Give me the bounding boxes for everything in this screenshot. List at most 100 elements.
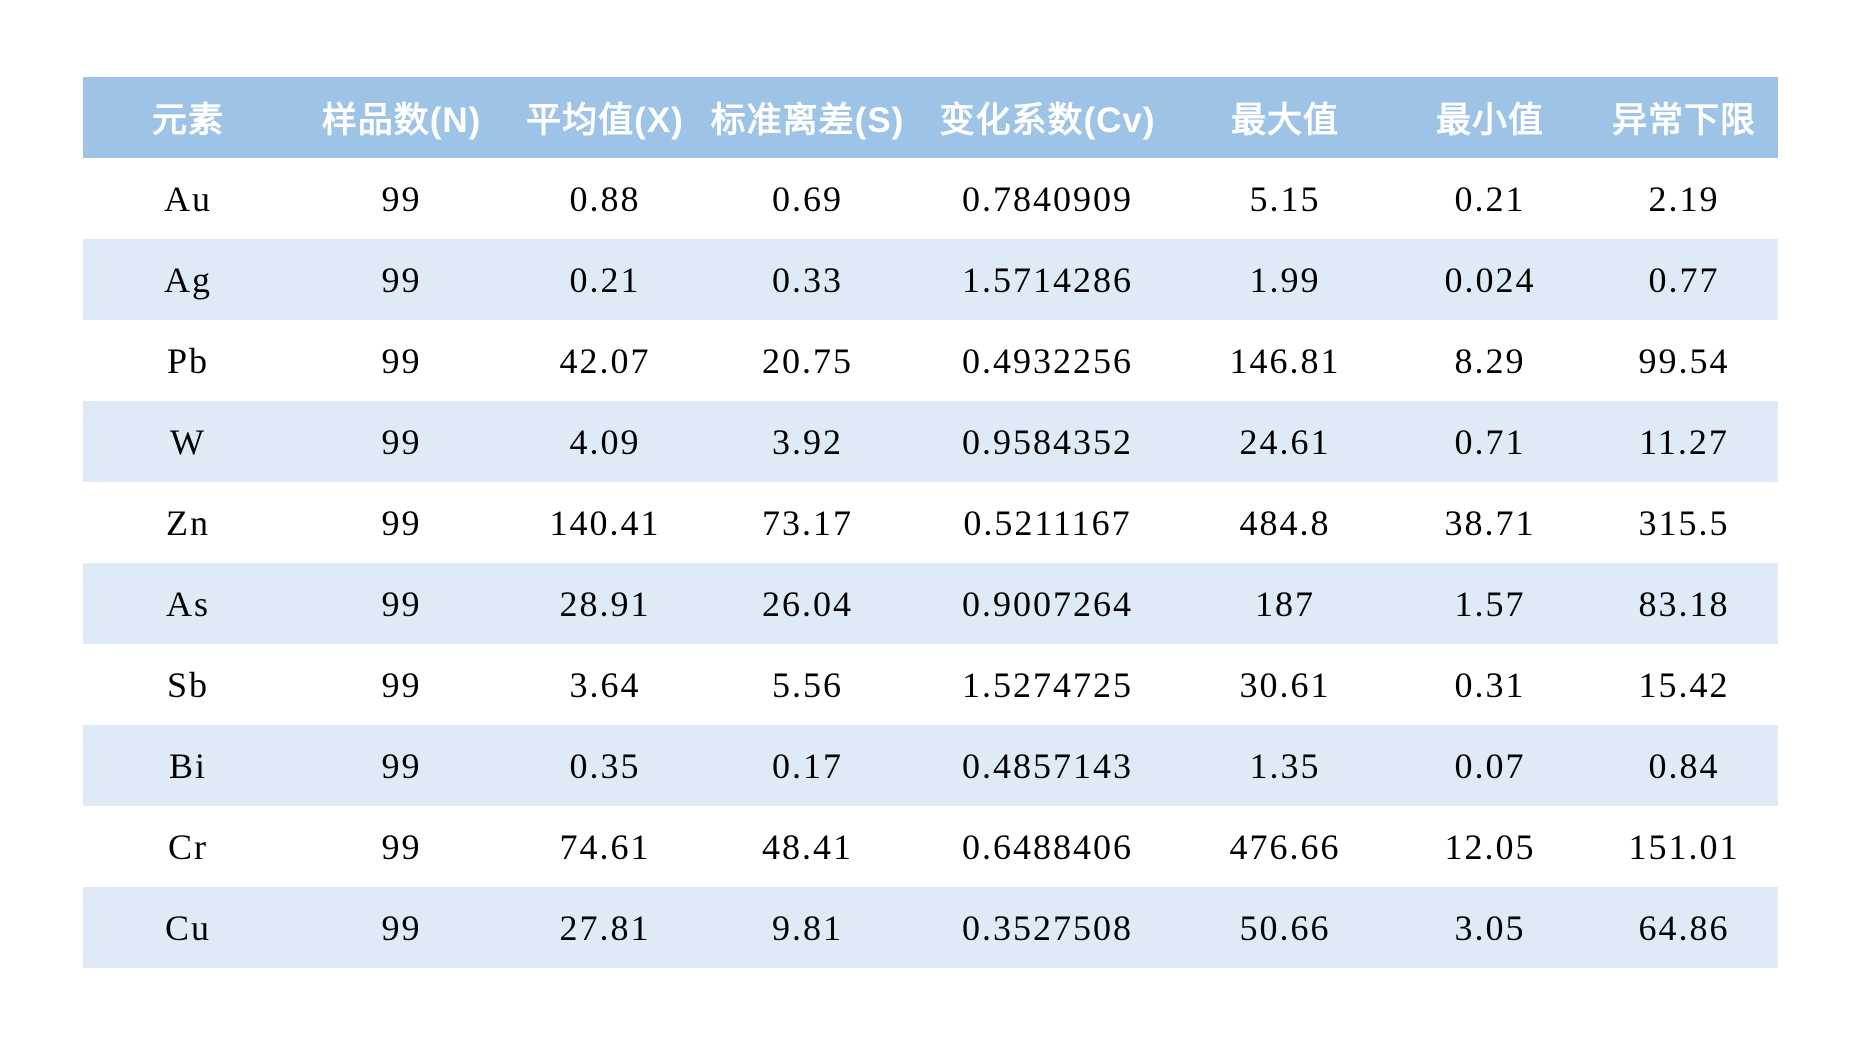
value-cell: 99.54	[1590, 320, 1778, 401]
table-row: W 99 4.09 3.92 0.9584352 24.61 0.71 11.27	[83, 401, 1778, 482]
value-cell: 0.69	[700, 158, 915, 239]
value-cell: 27.81	[510, 887, 700, 968]
table-row: As 99 28.91 26.04 0.9007264 187 1.57 83.18	[83, 563, 1778, 644]
value-cell: 99	[293, 239, 510, 320]
value-cell: 315.5	[1590, 482, 1778, 563]
value-cell: 12.05	[1390, 806, 1590, 887]
table-header: 元素 样品数(N) 平均值(X) 标准离差(S) 变化系数(Cv) 最大值 最小值 异常下限	[83, 77, 1778, 158]
table-row: Ag 99 0.21 0.33 1.5714286 1.99 0.024 0.77	[83, 239, 1778, 320]
value-cell: 24.61	[1180, 401, 1390, 482]
value-cell: 3.64	[510, 644, 700, 725]
value-cell: 20.75	[700, 320, 915, 401]
value-cell: 1.35	[1180, 725, 1390, 806]
value-cell: 4.09	[510, 401, 700, 482]
header-row: 元素 样品数(N) 平均值(X) 标准离差(S) 变化系数(Cv) 最大值 最小值 异常下限	[83, 77, 1778, 158]
value-cell: 99	[293, 806, 510, 887]
value-cell: 1.99	[1180, 239, 1390, 320]
column-header: 平均值(X)	[510, 77, 700, 158]
column-header: 元素	[83, 77, 293, 158]
value-cell: 1.5274725	[915, 644, 1180, 725]
value-cell: 146.81	[1180, 320, 1390, 401]
table-body: Au 99 0.88 0.69 0.7840909 5.15 0.21 2.19 Ag 99 0.2…	[83, 158, 1778, 968]
value-cell: 0.77	[1590, 239, 1778, 320]
value-cell: 99	[293, 482, 510, 563]
value-cell: 484.8	[1180, 482, 1390, 563]
table-row: Pb 99 42.07 20.75 0.4932256 146.81 8.29 99.54	[83, 320, 1778, 401]
element-cell: As	[83, 563, 293, 644]
table-row: Cu 99 27.81 9.81 0.3527508 50.66 3.05 64.86	[83, 887, 1778, 968]
value-cell: 0.5211167	[915, 482, 1180, 563]
value-cell: 1.5714286	[915, 239, 1180, 320]
value-cell: 0.21	[1390, 158, 1590, 239]
element-cell: Cu	[83, 887, 293, 968]
column-header: 变化系数(Cv)	[915, 77, 1180, 158]
value-cell: 2.19	[1590, 158, 1778, 239]
value-cell: 0.6488406	[915, 806, 1180, 887]
value-cell: 5.15	[1180, 158, 1390, 239]
value-cell: 50.66	[1180, 887, 1390, 968]
column-header: 标准离差(S)	[700, 77, 915, 158]
value-cell: 5.56	[700, 644, 915, 725]
table-row: Au 99 0.88 0.69 0.7840909 5.15 0.21 2.19	[83, 158, 1778, 239]
value-cell: 38.71	[1390, 482, 1590, 563]
table-row: Zn 99 140.41 73.17 0.5211167 484.8 38.71 315.5	[83, 482, 1778, 563]
value-cell: 99	[293, 563, 510, 644]
value-cell: 0.88	[510, 158, 700, 239]
value-cell: 99	[293, 320, 510, 401]
element-cell: Pb	[83, 320, 293, 401]
value-cell: 74.61	[510, 806, 700, 887]
value-cell: 26.04	[700, 563, 915, 644]
value-cell: 73.17	[700, 482, 915, 563]
value-cell: 11.27	[1590, 401, 1778, 482]
table-row: Sb 99 3.64 5.56 1.5274725 30.61 0.31 15.42	[83, 644, 1778, 725]
value-cell: 99	[293, 401, 510, 482]
value-cell: 48.41	[700, 806, 915, 887]
value-cell: 0.84	[1590, 725, 1778, 806]
value-cell: 0.4932256	[915, 320, 1180, 401]
value-cell: 151.01	[1590, 806, 1778, 887]
element-cell: Sb	[83, 644, 293, 725]
value-cell: 476.66	[1180, 806, 1390, 887]
element-statistics-table: 元素 样品数(N) 平均值(X) 标准离差(S) 变化系数(Cv) 最大值 最小值 异常下限 …	[83, 77, 1778, 968]
value-cell: 15.42	[1590, 644, 1778, 725]
value-cell: 0.31	[1390, 644, 1590, 725]
value-cell: 99	[293, 158, 510, 239]
value-cell: 83.18	[1590, 563, 1778, 644]
value-cell: 64.86	[1590, 887, 1778, 968]
value-cell: 3.05	[1390, 887, 1590, 968]
value-cell: 187	[1180, 563, 1390, 644]
value-cell: 0.21	[510, 239, 700, 320]
value-cell: 42.07	[510, 320, 700, 401]
value-cell: 0.9584352	[915, 401, 1180, 482]
value-cell: 8.29	[1390, 320, 1590, 401]
element-cell: Bi	[83, 725, 293, 806]
table-row: Cr 99 74.61 48.41 0.6488406 476.66 12.05 151.01	[83, 806, 1778, 887]
value-cell: 0.07	[1390, 725, 1590, 806]
value-cell: 99	[293, 887, 510, 968]
value-cell: 140.41	[510, 482, 700, 563]
value-cell: 0.7840909	[915, 158, 1180, 239]
element-cell: Ag	[83, 239, 293, 320]
value-cell: 0.71	[1390, 401, 1590, 482]
value-cell: 0.33	[700, 239, 915, 320]
value-cell: 0.17	[700, 725, 915, 806]
value-cell: 30.61	[1180, 644, 1390, 725]
value-cell: 0.9007264	[915, 563, 1180, 644]
element-cell: W	[83, 401, 293, 482]
value-cell: 28.91	[510, 563, 700, 644]
column-header: 异常下限	[1590, 77, 1778, 158]
element-cell: Cr	[83, 806, 293, 887]
value-cell: 1.57	[1390, 563, 1590, 644]
value-cell: 0.3527508	[915, 887, 1180, 968]
element-cell: Zn	[83, 482, 293, 563]
value-cell: 0.4857143	[915, 725, 1180, 806]
value-cell: 0.35	[510, 725, 700, 806]
element-cell: Au	[83, 158, 293, 239]
column-header: 最小值	[1390, 77, 1590, 158]
value-cell: 3.92	[700, 401, 915, 482]
column-header: 最大值	[1180, 77, 1390, 158]
value-cell: 9.81	[700, 887, 915, 968]
value-cell: 99	[293, 725, 510, 806]
column-header: 样品数(N)	[293, 77, 510, 158]
table-row: Bi 99 0.35 0.17 0.4857143 1.35 0.07 0.84	[83, 725, 1778, 806]
